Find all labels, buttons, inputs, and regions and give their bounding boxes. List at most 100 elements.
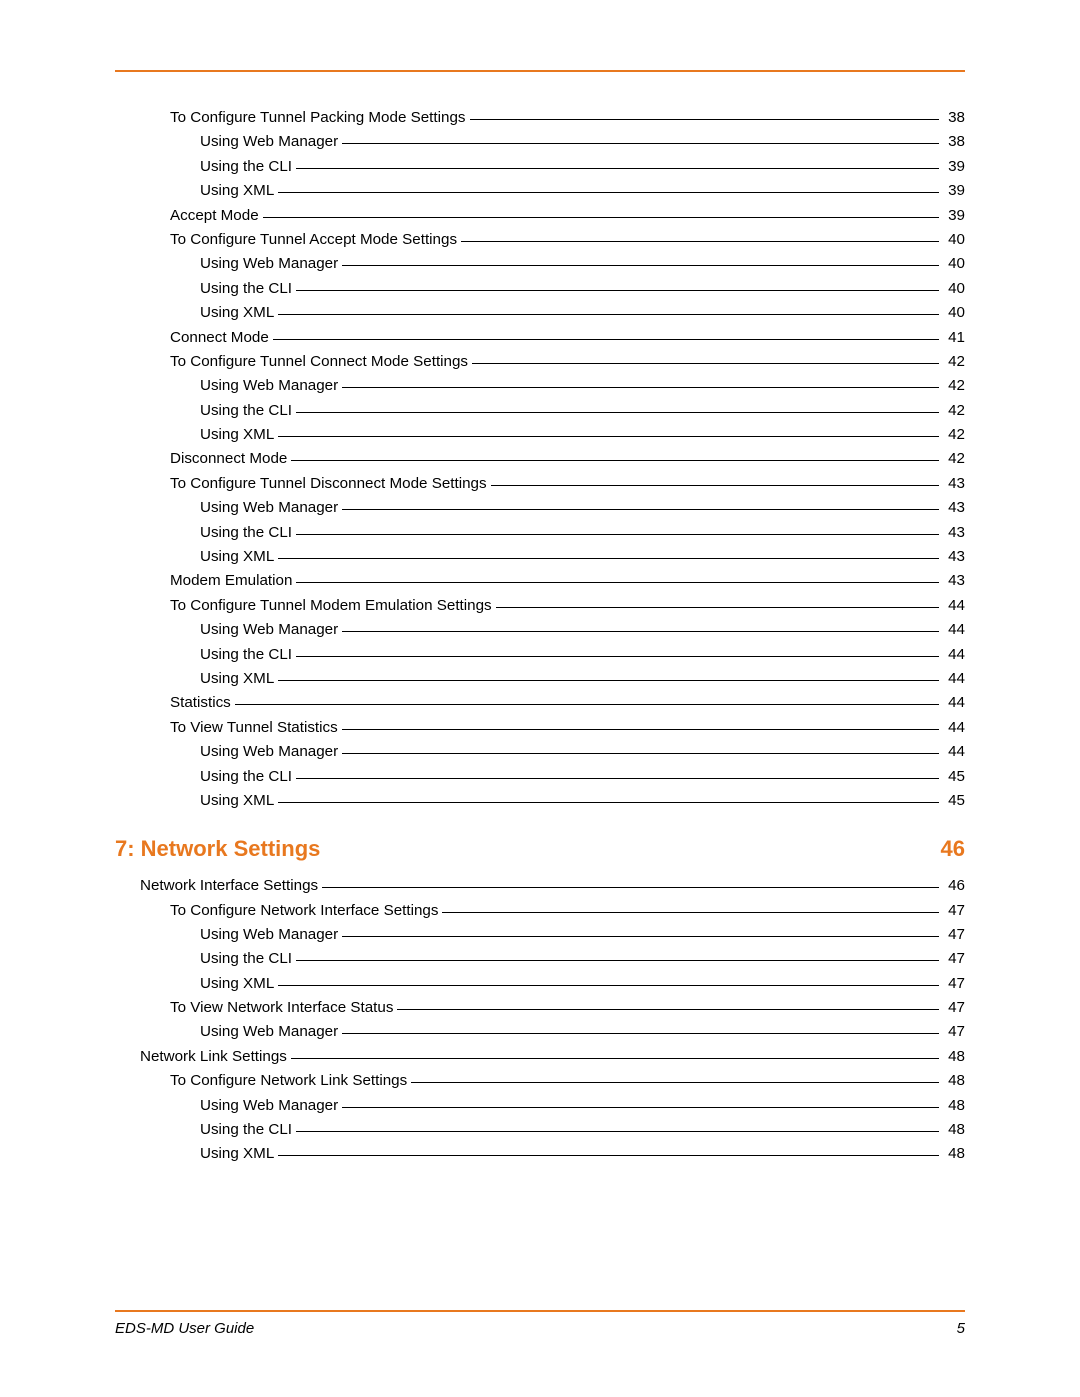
toc-entry[interactable]: To View Network Interface Status47: [115, 1000, 965, 1015]
toc-entry-label: Using Web Manager: [200, 134, 340, 149]
toc-entry[interactable]: To Configure Tunnel Accept Mode Settings…: [115, 232, 965, 247]
toc-entry-page: 48: [941, 1073, 965, 1088]
toc-entry[interactable]: Using Web Manager38: [115, 134, 965, 149]
toc-entry[interactable]: To Configure Tunnel Disconnect Mode Sett…: [115, 476, 965, 491]
toc-leader: [296, 412, 939, 413]
toc-leader: [278, 436, 939, 437]
toc-entry[interactable]: To View Tunnel Statistics44: [115, 720, 965, 735]
toc-entry[interactable]: Using Web Manager47: [115, 927, 965, 942]
toc-entry-page: 40: [941, 232, 965, 247]
toc-entry[interactable]: Using Web Manager43: [115, 500, 965, 515]
toc-entry[interactable]: To Configure Tunnel Packing Mode Setting…: [115, 110, 965, 125]
toc-entry[interactable]: Using the CLI47: [115, 951, 965, 966]
toc-entry[interactable]: Accept Mode39: [115, 208, 965, 223]
toc-leader: [296, 290, 939, 291]
toc-entry-page: 44: [941, 720, 965, 735]
toc-entry[interactable]: Using XML40: [115, 305, 965, 320]
toc-leader: [296, 778, 939, 779]
toc-entry-page: 42: [941, 427, 965, 442]
toc-leader: [342, 143, 939, 144]
toc-entry-page: 38: [941, 110, 965, 125]
toc-leader: [278, 314, 939, 315]
toc-entry[interactable]: Using XML 48: [115, 1146, 965, 1161]
toc-entry-label: Statistics: [170, 695, 233, 710]
toc-entry[interactable]: Using the CLI39: [115, 159, 965, 174]
toc-leader: [342, 1107, 939, 1108]
page: To Configure Tunnel Packing Mode Setting…: [0, 0, 1080, 1397]
toc-entry[interactable]: Using the CLI 43: [115, 525, 965, 540]
toc-entry[interactable]: Using the CLI42: [115, 403, 965, 418]
toc-entry[interactable]: Statistics44: [115, 695, 965, 710]
toc-entry[interactable]: Using XML39: [115, 183, 965, 198]
toc-entry[interactable]: Using Web Manager47: [115, 1024, 965, 1039]
toc-entry-page: 41: [941, 330, 965, 345]
toc-entry[interactable]: Modem Emulation43: [115, 573, 965, 588]
toc-entry[interactable]: Using XML45: [115, 793, 965, 808]
toc-entry-label: To Configure Tunnel Disconnect Mode Sett…: [170, 476, 489, 491]
toc-entry-label: Using Web Manager: [200, 1098, 340, 1113]
chapter-heading-row: 7: Network Settings 46: [115, 836, 965, 862]
toc-entry-label: Using the CLI: [200, 1122, 294, 1137]
toc-entry-label: Using XML: [200, 671, 276, 686]
toc-leader: [342, 729, 939, 730]
toc-entry-page: 47: [941, 976, 965, 991]
toc-entry[interactable]: To Configure Network Link Settings48: [115, 1073, 965, 1088]
toc-entry[interactable]: Using XML44: [115, 671, 965, 686]
toc-entry[interactable]: Using the CLI48: [115, 1122, 965, 1137]
toc-entry-label: Using the CLI: [200, 525, 294, 540]
toc-entry-page: 43: [941, 573, 965, 588]
toc-entry[interactable]: Using Web Manager44: [115, 622, 965, 637]
toc-entry-label: Network Link Settings: [140, 1049, 289, 1064]
toc-entry[interactable]: Using XML47: [115, 976, 965, 991]
toc-entry-label: Using XML: [200, 305, 276, 320]
toc-entry[interactable]: Using Web Manager 40: [115, 256, 965, 271]
chapter-title[interactable]: 7: Network Settings: [115, 836, 320, 862]
toc-entry[interactable]: Connect Mode41: [115, 330, 965, 345]
toc-entry[interactable]: To Configure Tunnel Connect Mode Setting…: [115, 354, 965, 369]
toc-entry-label: Using the CLI: [200, 647, 294, 662]
toc-entry-page: 39: [941, 183, 965, 198]
toc-leader: [491, 485, 939, 486]
toc-leader: [342, 753, 939, 754]
toc-entry[interactable]: Network Interface Settings46: [115, 878, 965, 893]
toc-entry-label: To Configure Tunnel Accept Mode Settings: [170, 232, 459, 247]
toc-entry[interactable]: Disconnect Mode 42: [115, 451, 965, 466]
toc-entry[interactable]: Using XML42: [115, 427, 965, 442]
toc-entry-page: 44: [941, 647, 965, 662]
toc-entry[interactable]: Network Link Settings48: [115, 1049, 965, 1064]
toc-entry[interactable]: Using the CLI45: [115, 769, 965, 784]
toc-leader: [296, 168, 939, 169]
toc-entry[interactable]: Using Web Manager48: [115, 1098, 965, 1113]
toc-entry-page: 46: [941, 878, 965, 893]
toc-entry-page: 48: [941, 1146, 965, 1161]
toc-leader: [461, 241, 939, 242]
toc-entry[interactable]: Using the CLI40: [115, 281, 965, 296]
toc-leader: [263, 217, 939, 218]
toc-entry[interactable]: Using the CLI 44: [115, 647, 965, 662]
toc-entry[interactable]: Using Web Manager44: [115, 744, 965, 759]
toc-entry-page: 40: [941, 256, 965, 271]
toc-entry[interactable]: To Configure Tunnel Modem Emulation Sett…: [115, 598, 965, 613]
toc-leader: [278, 802, 939, 803]
chapter-page-number[interactable]: 46: [941, 836, 965, 862]
toc-entry-label: Using XML: [200, 793, 276, 808]
toc-entry[interactable]: To Configure Network Interface Settings4…: [115, 903, 965, 918]
toc-entry-label: Using the CLI: [200, 951, 294, 966]
toc-entry-page: 44: [941, 622, 965, 637]
toc-entry-label: Disconnect Mode: [170, 451, 289, 466]
toc-leader: [342, 1033, 939, 1034]
toc-entry[interactable]: Using Web Manager42: [115, 378, 965, 393]
toc-entry-label: Using Web Manager: [200, 256, 340, 271]
toc-entry[interactable]: Using XML43: [115, 549, 965, 564]
toc-leader: [296, 534, 939, 535]
toc-entry-page: 42: [941, 451, 965, 466]
toc-leader: [411, 1082, 939, 1083]
toc-leader: [278, 192, 939, 193]
toc-leader: [278, 985, 939, 986]
toc-entry-page: 43: [941, 525, 965, 540]
toc-leader: [472, 363, 939, 364]
toc-leader: [342, 387, 939, 388]
toc-entry-label: To Configure Tunnel Packing Mode Setting…: [170, 110, 468, 125]
toc-entry-label: To Configure Network Interface Settings: [170, 903, 440, 918]
toc-entry-label: Using XML: [200, 1146, 276, 1161]
